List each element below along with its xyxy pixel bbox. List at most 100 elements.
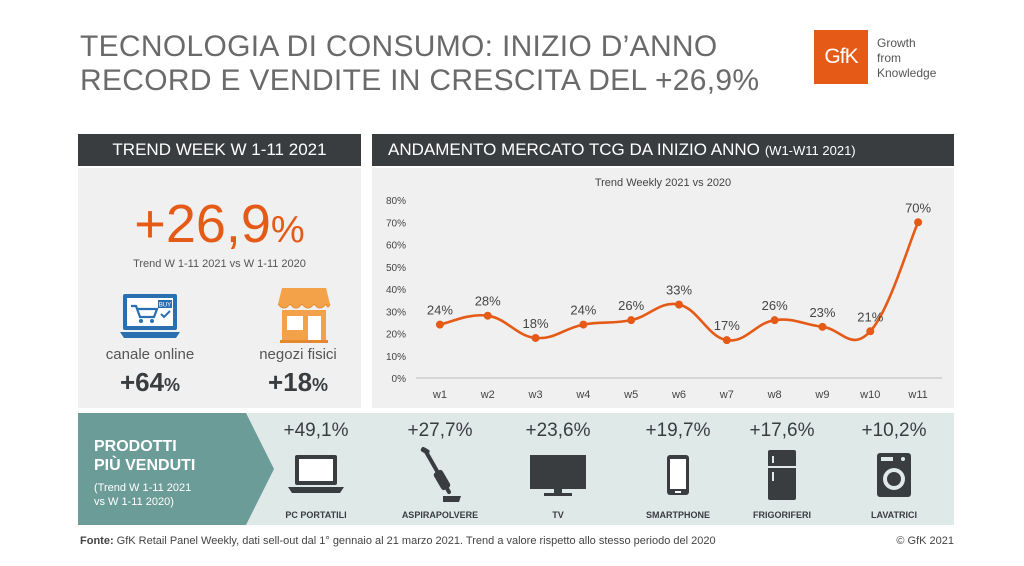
products-title-line-1: PRODOTTI (94, 438, 177, 455)
product-vacuum-value: +27,7% (407, 420, 473, 441)
chart-title: Trend Weekly 2021 vs 2020 (594, 177, 732, 189)
x-tick-label: w7 (719, 389, 734, 401)
product-washer-name: LAVATRICI (871, 510, 917, 520)
y-tick-label: 30% (386, 307, 406, 318)
data-point (722, 336, 731, 345)
x-tick-label: w4 (575, 389, 590, 401)
data-point (770, 316, 779, 325)
product-pc-name: PC PORTATILI (285, 510, 347, 520)
x-tick-label: w8 (767, 389, 782, 401)
right-header-small: (W1-W11 2021) (764, 142, 856, 158)
data-point (818, 322, 827, 331)
data-label: 23% (809, 305, 835, 320)
channel-stores-number: +18 (267, 367, 313, 397)
y-tick-label: 0% (392, 374, 407, 385)
kpi-number: +26,9 (134, 194, 271, 254)
data-label: 24% (570, 303, 596, 318)
product-tv-name: TV (552, 510, 564, 520)
data-point (675, 300, 683, 309)
logo-tagline: Growth from Knowledge (877, 36, 936, 81)
data-point (627, 316, 636, 325)
product-tv-value: +23,6% (525, 420, 591, 441)
title-line-2: RECORD E VENDITE IN CRESCITA DEL +26,9% (80, 64, 760, 97)
fridge-icon (768, 450, 796, 500)
data-label: 33% (666, 283, 692, 298)
product-smartphone-name: SMARTPHONE (645, 510, 710, 520)
y-tick-label: 10% (386, 352, 406, 363)
product-washer-value: +10,2% (861, 420, 927, 441)
source-text: GfK Retail Panel Weekly, dati sell-out d… (113, 535, 716, 547)
laptop-icon (288, 455, 344, 493)
data-label: 24% (427, 303, 453, 318)
x-tick-label: w9 (814, 389, 829, 401)
data-point (435, 320, 444, 329)
data-point (866, 327, 875, 336)
smartphone-icon (667, 455, 689, 495)
data-label: 28% (475, 294, 501, 309)
data-point (483, 311, 492, 320)
kpi-value: +26,9% (78, 194, 361, 260)
channel-online: canale online +64% (80, 346, 220, 398)
channel-online-unit: % (164, 375, 181, 395)
products-title: PRODOTTI PIÙ VENDUTI (94, 437, 195, 475)
products-title-line-2: PIÙ VENDUTI (94, 457, 196, 474)
gfk-logo: GfK (814, 30, 868, 84)
copyright: © GfK 2021 (896, 535, 954, 547)
title-line-1: TECNOLOGIA DI CONSUMO: INIZIO D’ANNO (80, 30, 718, 63)
source-footnote: Fonte: GfK Retail Panel Weekly, dati sel… (80, 535, 716, 547)
chart-panel: Trend Weekly 2021 vs 2020 0% 10% 20% 30% 40%… (372, 168, 954, 408)
channel-online-number: +64 (119, 367, 165, 397)
data-label: 26% (762, 298, 788, 313)
channel-stores-label: negozi fisici (259, 346, 337, 363)
y-tick-label: 60% (386, 241, 406, 252)
data-label: 18% (523, 316, 549, 331)
product-smartphone: +19,7% SMARTPHONE (623, 420, 733, 520)
products-subtitle-line-2: vs W 1-11 2020) (94, 496, 174, 508)
channel-stores-unit: % (312, 375, 329, 395)
logo-tagline-3: Knowledge (877, 66, 937, 80)
product-washer: +10,2% LAVATRICI (839, 420, 949, 520)
right-header-main: ANDAMENTO MERCATO TCG DA INIZIO ANNO (388, 140, 760, 159)
line-chart: 0% 10% 20% 30% 40% 50% 60% 70% 80% w1 w2 w3 w4 w5 w6 w7… (386, 196, 942, 401)
data-label: 17% (714, 318, 740, 333)
products-subtitle-line-1: (Trend W 1-11 2021 (94, 482, 192, 494)
product-fridge-value: +17,6% (749, 420, 815, 441)
data-point (579, 320, 588, 329)
channel-stores-value: +18% (228, 367, 368, 398)
channel-online-label: canale online (105, 346, 195, 363)
x-tick-label: w5 (623, 389, 638, 401)
data-point (914, 218, 923, 227)
data-label: 26% (618, 298, 644, 313)
products-arrow-shape (78, 413, 274, 525)
x-tick-label: w11 (907, 389, 927, 401)
kpi-panel: +26,9% Trend W 1-11 2021 vs W 1-11 2020 … (78, 168, 361, 408)
right-header: ANDAMENTO MERCATO TCG DA INIZIO ANNO (W1… (372, 134, 954, 166)
laptop-cart-icon: BUY (120, 294, 180, 338)
x-tick-label: w6 (671, 389, 686, 401)
data-point (531, 333, 540, 342)
product-pc-value: +49,1% (283, 420, 349, 441)
y-tick-label: 70% (386, 218, 406, 229)
product-smartphone-value: +19,7% (645, 420, 711, 441)
page-title: TECNOLOGIA DI CONSUMO: INIZIO D’ANNO REC… (80, 30, 780, 98)
y-tick-label: 50% (386, 263, 406, 274)
kpi-unit: % (270, 209, 305, 251)
x-tick-label: w1 (432, 389, 447, 401)
data-label: 21% (857, 309, 883, 324)
product-fridge: +17,6% FRIGORIFERI (727, 420, 837, 520)
store-icon (277, 288, 331, 343)
x-tick-label: w2 (480, 389, 495, 401)
y-tick-label: 80% (386, 196, 406, 207)
x-tick-label: w3 (528, 389, 543, 401)
left-header: TREND WEEK W 1-11 2021 (78, 134, 361, 166)
washing-machine-icon (877, 453, 911, 497)
data-label: 70% (905, 200, 931, 215)
tv-icon (530, 455, 586, 496)
buy-badge-text: BUY (159, 303, 171, 309)
logo-tagline-2: from (877, 51, 901, 65)
channel-online-value: +64% (80, 367, 220, 398)
source-label: Fonte: (80, 535, 114, 547)
logo-tagline-1: Growth (877, 36, 916, 50)
x-tick-label: w10 (859, 389, 880, 401)
product-vacuum: +27,7% ASPIRAPOLVERE (385, 420, 495, 520)
